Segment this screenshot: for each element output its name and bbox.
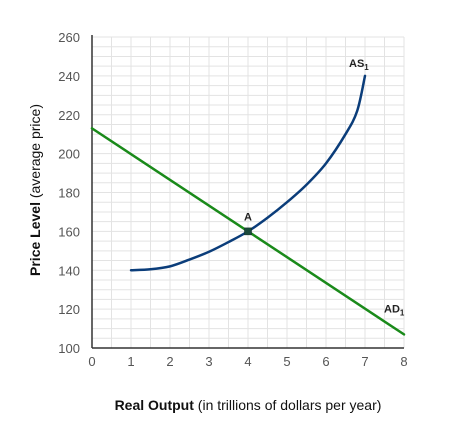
y-tick-label: 240 — [58, 69, 80, 84]
y-tick-label: 260 — [58, 30, 80, 45]
x-tick-label: 1 — [127, 354, 134, 369]
series-line-as — [129, 74, 367, 272]
x-tick-labels: 0 1 2 3 4 5 6 7 8 — [88, 354, 407, 369]
x-axis-title-rest: (in trillions of dollars per year) — [198, 397, 382, 413]
y-tick-label: 160 — [58, 224, 80, 239]
equilibrium-point-label: A — [244, 211, 252, 223]
y-tick-label: 180 — [58, 186, 80, 201]
series-label-ad: AD1 — [384, 303, 405, 317]
grid — [91, 36, 405, 349]
y-tick-label: 220 — [58, 108, 80, 123]
x-tick-label: 4 — [244, 354, 251, 369]
x-tick-label: 7 — [361, 354, 368, 369]
x-axis-title: Real Output (in trillions of dollars per… — [115, 397, 382, 413]
y-axis-title: Price Level (average price) — [27, 104, 43, 276]
x-tick-label: 6 — [322, 354, 329, 369]
y-tick-label: 200 — [58, 147, 80, 162]
curve-labels: AS1 AD1 A — [244, 58, 405, 318]
series-label-as: AS1 — [349, 58, 369, 72]
y-tick-labels: 100 120 140 160 180 200 220 240 260 — [58, 30, 80, 356]
x-axis-title-bold: Real Output — [115, 397, 195, 413]
y-axis-title-bold: Price Level — [27, 202, 43, 276]
y-tick-label: 120 — [58, 302, 80, 317]
y-tick-label: 100 — [58, 341, 80, 356]
x-tick-label: 3 — [205, 354, 212, 369]
y-axis-title-rest: (average price) — [27, 104, 43, 198]
axes — [91, 35, 404, 349]
equilibrium-point-marker — [244, 227, 252, 236]
x-tick-label: 8 — [400, 354, 407, 369]
x-tick-label: 0 — [88, 354, 95, 369]
x-tick-label: 2 — [166, 354, 173, 369]
x-tick-label: 5 — [283, 354, 290, 369]
y-tick-label: 140 — [58, 263, 80, 278]
